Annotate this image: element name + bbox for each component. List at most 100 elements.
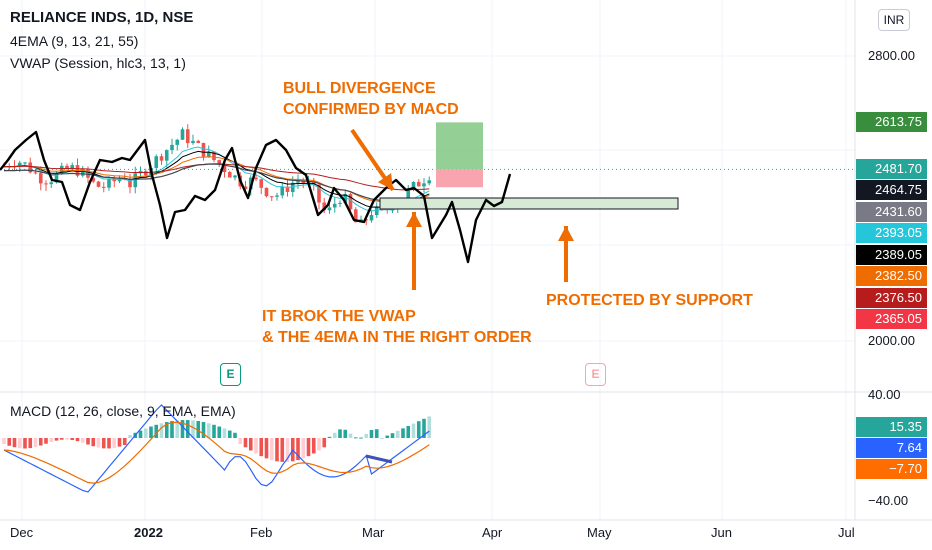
annotation-support[interactable]: PROTECTED BY SUPPORT xyxy=(546,292,753,309)
price-label-entry: 2481.70 xyxy=(856,159,927,179)
macd-histogram-bar xyxy=(38,438,43,446)
macd-histogram-bar xyxy=(243,438,248,448)
price-label-last: 2464.75 xyxy=(856,180,927,200)
divergence-drawing-line xyxy=(365,454,393,464)
macd-histogram-bar xyxy=(75,438,80,442)
candle-body xyxy=(133,173,138,188)
candle-body xyxy=(427,180,432,184)
macd-histogram-bar xyxy=(28,438,33,449)
candle-body xyxy=(259,179,264,188)
macd-histogram-bar xyxy=(322,438,327,448)
macd-histogram-bar xyxy=(222,428,227,438)
candle-body xyxy=(191,140,195,144)
candle-body xyxy=(254,177,258,180)
macd-histogram-bar xyxy=(23,438,27,449)
macd-histogram-bar xyxy=(311,438,316,454)
candle-body xyxy=(164,150,169,161)
annotation-vwap-break[interactable]: IT BROK THE VWAP & THE 4EMA IN THE RIGHT… xyxy=(262,306,532,348)
candle-body xyxy=(353,209,358,223)
candle-body xyxy=(107,178,111,188)
candle-body xyxy=(374,206,379,216)
drawing-black-path xyxy=(0,130,512,264)
candle-body xyxy=(406,188,411,198)
annotation-line: CONFIRMED BY MACD xyxy=(283,101,459,118)
arrow-divergence-head xyxy=(377,173,393,190)
macd-histogram-bar xyxy=(332,432,337,438)
candle-body xyxy=(222,164,227,173)
candle-body xyxy=(343,194,348,203)
macd-histogram-bar xyxy=(17,438,22,449)
macd-histogram-bar xyxy=(196,421,201,438)
macd-histogram-bar xyxy=(86,438,90,445)
macd-histogram-bar xyxy=(380,438,384,439)
price-label-vwap: 2431.60 xyxy=(856,202,927,222)
macd-histogram-bar xyxy=(369,430,374,438)
macd-histogram-bar xyxy=(385,435,390,438)
candle-body xyxy=(143,171,148,176)
currency-badge[interactable]: INR xyxy=(878,9,910,31)
candle-body xyxy=(44,183,48,185)
candle-body xyxy=(196,140,201,143)
macd-histogram-bar xyxy=(353,437,358,439)
macd-legend[interactable]: MACD (12, 26, close, 9, EMA, EMA) xyxy=(10,403,236,419)
macd-histogram-bar xyxy=(149,426,153,438)
macd-histogram-bar xyxy=(401,428,405,438)
macd-histogram-bar xyxy=(70,438,75,441)
arrow-vwap-break-head xyxy=(406,212,422,227)
macd-histogram-bar xyxy=(49,438,54,443)
candle-body xyxy=(59,165,64,174)
macd-label-signal: −7.70 xyxy=(856,459,927,479)
time-axis-2022: 2022 xyxy=(134,525,163,540)
macd-histogram-bar xyxy=(348,433,353,438)
macd-histogram-bar xyxy=(138,430,143,438)
candle-body xyxy=(338,202,342,204)
macd-histogram-bar xyxy=(264,438,269,459)
macd-histogram-bar xyxy=(175,420,180,438)
ema-legend[interactable]: 4EMA (9, 13, 21, 55) xyxy=(10,33,139,49)
macd-histogram-bar xyxy=(238,438,243,444)
macd-histogram-bar xyxy=(427,416,432,438)
macd-histogram-bar xyxy=(2,438,6,444)
macd-histogram-bar xyxy=(128,435,132,438)
candle-body xyxy=(185,129,190,144)
earnings-marker-upcoming[interactable]: E xyxy=(585,363,606,386)
candle-body xyxy=(54,173,59,183)
candle-body xyxy=(23,162,27,164)
macd-histogram-bar xyxy=(154,424,159,438)
candle-body xyxy=(201,142,206,157)
macd-histogram-bar xyxy=(201,422,206,438)
symbol-title[interactable]: RELIANCE INDS, 1D, NSE xyxy=(10,9,194,26)
candle-body xyxy=(422,183,426,187)
macd-histogram-bar xyxy=(233,432,237,438)
time-axis-may: May xyxy=(587,525,612,540)
macd-axis-tick: −40.00 xyxy=(868,493,909,508)
ema-line-21 xyxy=(3,156,430,204)
support-zone xyxy=(379,197,679,210)
macd-histogram-bar xyxy=(107,438,111,449)
earnings-marker[interactable]: E xyxy=(220,363,241,386)
macd-histogram-bar xyxy=(59,438,64,440)
candle-body xyxy=(101,186,106,188)
candle-body xyxy=(65,165,69,169)
macd-histogram-bar xyxy=(143,428,148,438)
candle-body xyxy=(28,162,33,173)
macd-histogram-bar xyxy=(374,429,379,438)
time-axis-jul: Jul xyxy=(838,525,855,540)
loss-zone xyxy=(436,169,483,188)
annotation-bull-divergence[interactable]: BULL DIVERGENCE CONFIRMED BY MACD xyxy=(283,78,459,120)
macd-histogram-bar xyxy=(227,430,232,438)
vwap-legend[interactable]: VWAP (Session, hlc3, 13, 1) xyxy=(10,55,186,71)
macd-histogram-bar xyxy=(364,434,369,438)
candle-body xyxy=(170,144,174,151)
candle-body xyxy=(80,169,85,176)
candle-body xyxy=(332,203,337,208)
price-label-target: 2613.75 xyxy=(856,112,927,132)
macd-histogram-bar xyxy=(390,433,395,438)
macd-histogram-bar xyxy=(185,420,190,438)
macd-histogram-bar xyxy=(170,421,174,438)
candle-body xyxy=(296,181,300,183)
macd-histogram-bar xyxy=(212,424,216,438)
time-axis-feb: Feb xyxy=(250,525,273,540)
annotation-line: BULL DIVERGENCE xyxy=(283,80,436,97)
